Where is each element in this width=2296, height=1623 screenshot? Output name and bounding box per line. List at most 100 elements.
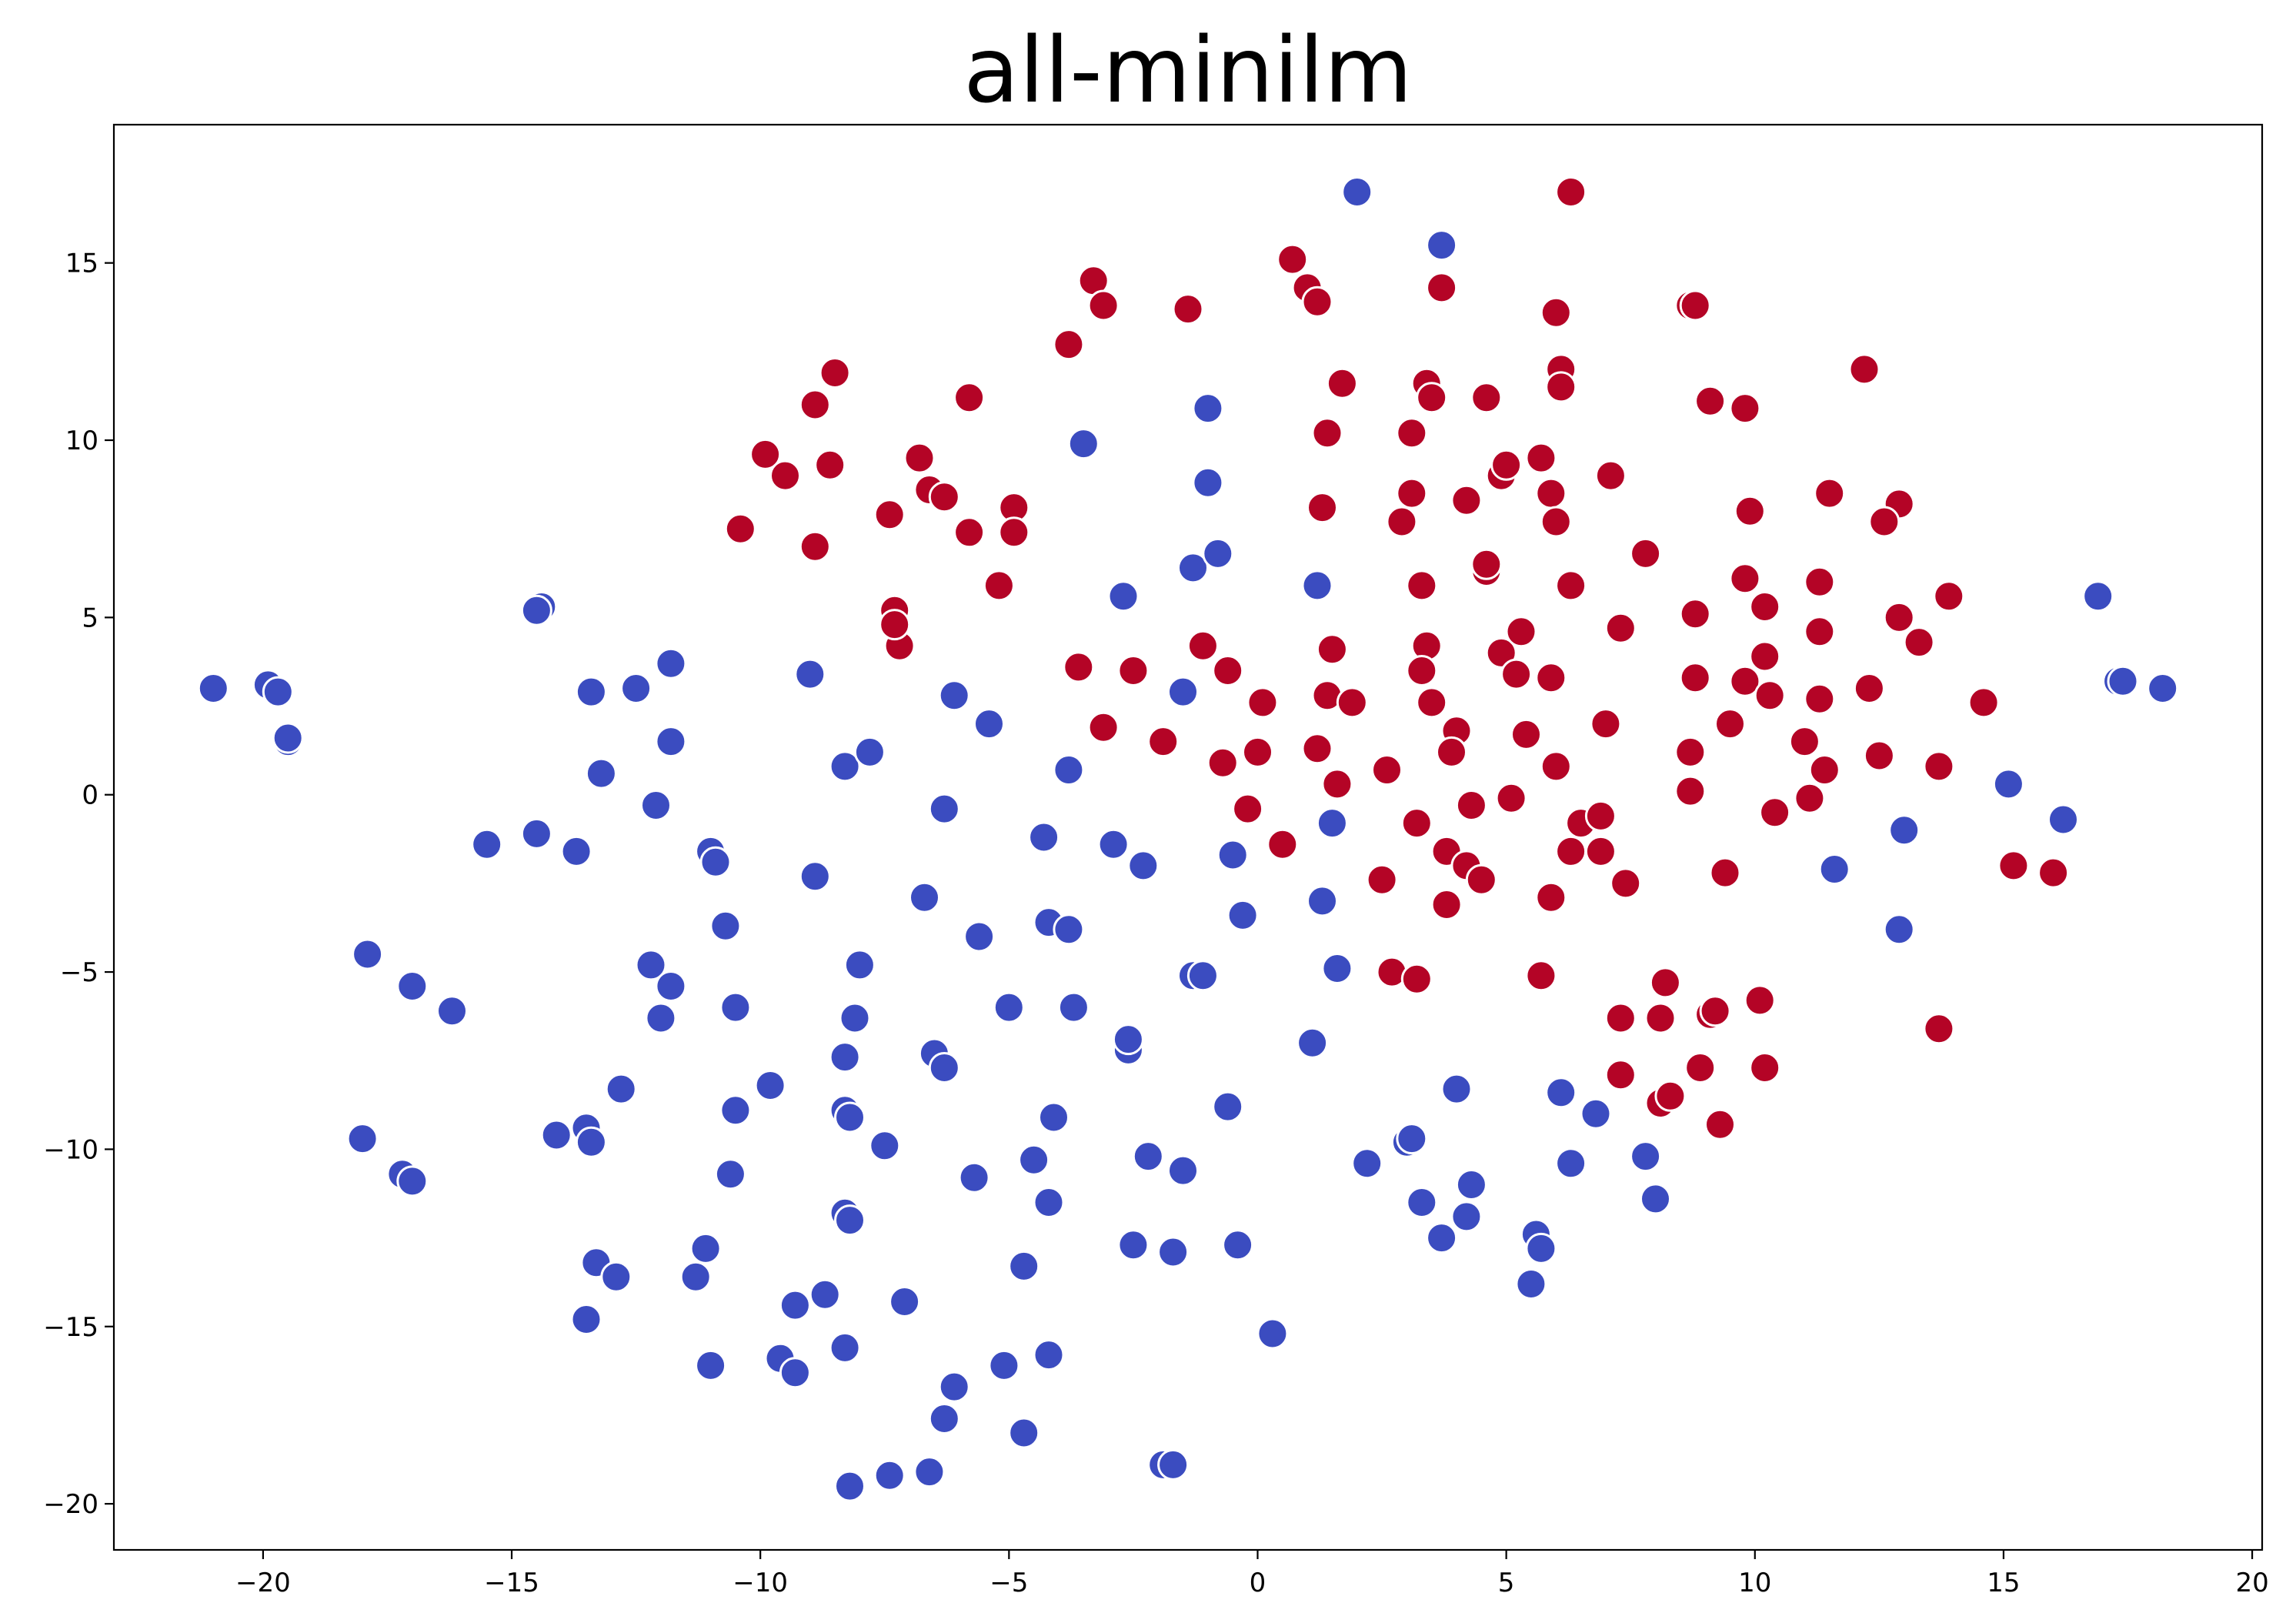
scatter-point-s0-43 (963, 920, 996, 953)
scatter-point-s0-37 (1097, 828, 1130, 860)
scatter-point-s1-136 (1604, 1002, 1637, 1034)
scatter-point-s0-70 (719, 1094, 752, 1127)
scatter-point-s0-111 (1008, 1250, 1040, 1282)
scatter-point-s0-27 (1053, 754, 1085, 786)
scatter-point-s1-31 (873, 499, 906, 531)
scatter-point-s0-75 (346, 1123, 379, 1155)
scatter-point-s0-95 (834, 1204, 866, 1237)
scatter-point-s1-79 (1883, 601, 1915, 633)
scatter-point-s1-62 (1804, 566, 1836, 598)
scatter-point-s1-17 (1416, 382, 1448, 414)
x-tick-label: −20 (235, 1568, 291, 1598)
scatter-point-s0-34 (699, 846, 732, 878)
scatter-point-s0-60 (1186, 960, 1219, 992)
scatter-point-s1-113 (1455, 790, 1487, 821)
scatter-point-s0-81 (396, 1165, 429, 1197)
scatter-point-s1-141 (1923, 1013, 1955, 1045)
scatter-point-s0-134 (2047, 803, 2079, 836)
scatter-point-s1-114 (1495, 782, 1527, 814)
scatter-point-s1-126 (1430, 889, 1463, 920)
scatter-point-s0-83 (1018, 1144, 1050, 1176)
x-tick-label: 20 (2235, 1568, 2268, 1598)
scatter-point-s1-123 (1555, 835, 1587, 867)
scatter-point-s1-43 (1490, 449, 1523, 481)
scatter-point-s1-147 (1704, 1108, 1736, 1140)
scatter-point-s1-89 (1510, 718, 1542, 750)
scatter-point-s1-55 (879, 609, 911, 641)
scatter-point-s0-79 (869, 1130, 901, 1162)
scatter-point-s0-110 (889, 1286, 921, 1317)
x-tick-label: 5 (1498, 1568, 1515, 1598)
scatter-point-s0-112 (1117, 1229, 1150, 1261)
scatter-point-s1-64 (1063, 651, 1095, 683)
scatter-point-s0-8 (1107, 580, 1140, 613)
scatter-point-s0-127 (1008, 1417, 1040, 1449)
scatter-point-s1-101 (1301, 733, 1333, 765)
scatter-point-s1-143 (1684, 1052, 1717, 1084)
scatter-point-s1-73 (1500, 658, 1533, 690)
scatter-point-s1-78 (1804, 616, 1836, 648)
scatter-point-s1-68 (1316, 633, 1348, 666)
scatter-point-s1-11 (1053, 329, 1085, 361)
scatter-point-s1-86 (1416, 686, 1448, 719)
scatter-point-s1-102 (1321, 768, 1353, 800)
scatter-point-s0-68 (605, 1073, 637, 1105)
scatter-point-s0-13 (272, 722, 304, 754)
scatter-point-s0-126 (1256, 1317, 1289, 1350)
scatter-point-s1-18 (1470, 382, 1503, 414)
scatter-point-s1-104 (1540, 750, 1572, 783)
scatter-point-s0-16 (575, 676, 607, 708)
scatter-point-s0-15 (520, 594, 552, 626)
scatter-point-s0-66 (1112, 1024, 1144, 1056)
scatter-point-s1-76 (1679, 598, 1711, 630)
x-tick-label: −5 (989, 1568, 1028, 1598)
scatter-point-s1-33 (953, 516, 986, 549)
x-tick-label: 0 (1250, 1568, 1266, 1598)
scatter-point-s1-59 (1555, 569, 1587, 602)
scatter-point-s1-39 (1396, 477, 1428, 509)
scatter-point-s0-9 (197, 673, 229, 704)
scatter-point-s0-17 (620, 673, 652, 704)
scatter-point-s1-65 (1117, 655, 1150, 686)
scatter-point-s1-74 (1535, 662, 1567, 694)
scatter-point-s0-31 (520, 817, 552, 850)
scatter-point-s0-38 (1127, 850, 1160, 882)
scatter-point-s0-57 (993, 991, 1025, 1024)
scatter-point-s0-0 (1341, 176, 1373, 208)
scatter-point-s0-23 (655, 726, 687, 758)
chart-title: all-minilm (963, 17, 1413, 123)
scatter-point-s1-96 (1804, 683, 1836, 715)
scatter-point-s0-82 (714, 1158, 746, 1191)
scatter-point-s1-56 (1406, 569, 1438, 602)
scatter-point-s0-125 (928, 1403, 960, 1434)
scatter-point-s0-28 (640, 790, 672, 821)
scatter-point-s1-111 (1266, 828, 1299, 860)
scatter-point-s0-135 (1888, 814, 1921, 847)
scatter-point-s1-41 (1450, 484, 1483, 516)
x-tick-label: −10 (733, 1568, 788, 1598)
scatter-point-s0-49 (635, 949, 667, 981)
scatter-point-s1-93 (1729, 665, 1761, 697)
scatter-point-s1-97 (1853, 673, 1885, 704)
scatter-point-s1-127 (1535, 881, 1567, 913)
scatter-point-s0-100 (1555, 1147, 1587, 1180)
scatter-point-s0-50 (655, 970, 687, 1002)
scatter-point-s0-39 (1216, 839, 1249, 871)
scatter-point-s0-6 (1202, 537, 1234, 569)
scatter-point-s1-119 (1794, 782, 1826, 814)
scatter-point-s1-94 (1749, 640, 1781, 673)
scatter-point-s0-54 (719, 991, 752, 1024)
scatter-point-s0-19 (794, 658, 826, 690)
scatter-point-s0-124 (938, 1371, 970, 1403)
scatter-point-s0-1 (1426, 229, 1458, 262)
scatter-point-s0-113 (1157, 1236, 1190, 1268)
y-tick-label: −20 (43, 1489, 98, 1520)
scatter-point-s0-92 (1580, 1097, 1612, 1130)
scatter-point-s0-56 (839, 1002, 871, 1034)
scatter-point-s0-73 (1038, 1101, 1070, 1134)
scatter-point-s1-106 (1788, 726, 1820, 758)
scatter-point-s0-35 (799, 860, 831, 893)
scatter-point-s1-10 (1679, 289, 1711, 322)
scatter-point-s0-114 (1222, 1229, 1254, 1261)
scatter-point-s0-93 (1630, 1140, 1662, 1173)
